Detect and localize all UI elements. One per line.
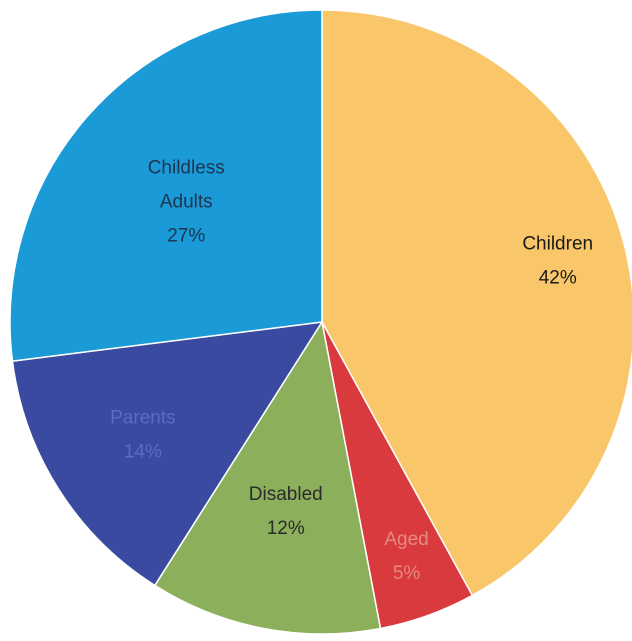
- slice-label-aged: Aged 5%: [384, 529, 428, 584]
- slice-childless-adults: [9, 9, 323, 362]
- slice-label-childless-adults: Childless Adults 27%: [148, 157, 225, 246]
- slice-label-children: Children 42%: [522, 233, 593, 288]
- slice-name-aged: Aged: [384, 529, 428, 550]
- slice-disabled: [153, 319, 382, 635]
- slice-value-disabled: 12%: [267, 518, 305, 539]
- labels-layer: Children 42% Aged 5% Disabled 12% Parents 14% Ch…: [110, 157, 593, 584]
- slice-value-parents: 14%: [124, 442, 162, 463]
- slice-name-disabled: Disabled: [249, 484, 323, 505]
- slices-layer: [9, 9, 632, 635]
- slice-value-childless-adults: 27%: [167, 225, 205, 246]
- slice-value-children: 42%: [539, 267, 577, 288]
- slice-children: [321, 9, 632, 597]
- slice-label-disabled: Disabled 12%: [249, 484, 323, 539]
- slice-value-aged: 5%: [393, 563, 421, 584]
- slice-parents: [11, 321, 324, 587]
- slice-label-parents: Parents 14%: [110, 408, 175, 463]
- slice-name-childless-adults: Adults: [160, 191, 213, 212]
- slice-name-childless-adults: Childless: [148, 157, 225, 178]
- slice-name-children: Children: [522, 233, 593, 254]
- slice-name-parents: Parents: [110, 408, 175, 429]
